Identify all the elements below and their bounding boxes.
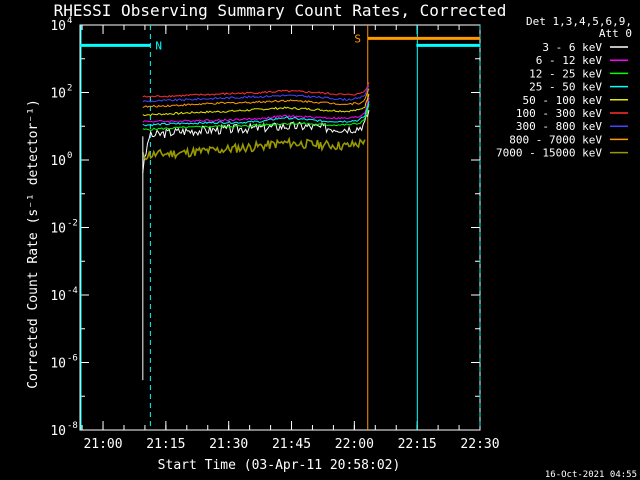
y-tick-label-1: 10 bbox=[50, 87, 66, 102]
legend-label-3: 25 - 50 keV bbox=[529, 81, 602, 94]
legend-label-5: 100 - 300 keV bbox=[516, 107, 602, 120]
series-6-line bbox=[142, 85, 370, 103]
y-tick-label-exp-1: 2 bbox=[67, 84, 72, 94]
x-tick-label-2: 21:30 bbox=[209, 437, 248, 452]
saa-label: S bbox=[354, 32, 361, 45]
x-tick-label-0: 21:00 bbox=[83, 437, 122, 452]
x-axis-label: Start Time (03-Apr-11 20:58:02) bbox=[158, 458, 401, 473]
series-5-line bbox=[142, 82, 370, 98]
y-tick-label-exp-4: -4 bbox=[67, 286, 78, 296]
legend-label-7: 800 - 7000 keV bbox=[509, 133, 602, 146]
legend-label-0: 3 - 6 keV bbox=[542, 41, 602, 54]
series-4-line bbox=[142, 93, 370, 117]
y-tick-label-0: 10 bbox=[50, 19, 66, 34]
y-tick-label-exp-2: 0 bbox=[67, 151, 72, 161]
series-3-line bbox=[142, 101, 370, 127]
x-tick-label-5: 22:15 bbox=[398, 437, 437, 452]
legend-header-line2: Att 0 bbox=[599, 27, 632, 40]
y-tick-label-exp-0: 4 bbox=[67, 16, 72, 26]
y-tick-label-5: 10 bbox=[50, 357, 66, 372]
legend-label-4: 50 - 100 keV bbox=[523, 94, 603, 107]
legend-label-2: 12 - 25 keV bbox=[529, 67, 602, 80]
y-tick-label-exp-5: -6 bbox=[67, 354, 78, 364]
y-tick-label-exp-6: -8 bbox=[67, 421, 78, 431]
series-7-line bbox=[142, 88, 370, 109]
series-0-line bbox=[142, 109, 370, 173]
legend-label-8: 7000 - 15000 keV bbox=[496, 147, 602, 160]
series-8-line bbox=[142, 136, 366, 161]
chart-title: RHESSI Observing Summary Count Rates, Co… bbox=[54, 1, 507, 20]
x-tick-label-3: 21:45 bbox=[272, 437, 311, 452]
series-1-line bbox=[142, 97, 370, 123]
y-tick-label-4: 10 bbox=[50, 289, 66, 304]
x-tick-label-4: 22:00 bbox=[335, 437, 374, 452]
y-axis-label: Corrected Count Rate (s⁻¹ detector⁻¹) bbox=[26, 99, 41, 389]
series-2-line bbox=[142, 104, 370, 131]
y-tick-label-6: 10 bbox=[50, 424, 66, 439]
y-tick-label-3: 10 bbox=[50, 222, 66, 237]
x-tick-label-1: 21:15 bbox=[146, 437, 185, 452]
legend-header-line1: Det 1,3,4,5,6,9, bbox=[526, 15, 632, 28]
y-tick-label-2: 10 bbox=[50, 154, 66, 169]
night-label: N bbox=[155, 39, 162, 52]
y-tick-label-exp-3: -2 bbox=[67, 219, 78, 229]
legend-label-6: 300 - 800 keV bbox=[516, 120, 602, 133]
x-tick-label-6: 22:30 bbox=[460, 437, 499, 452]
legend-label-1: 6 - 12 keV bbox=[536, 54, 603, 67]
generation-timestamp: 16-Oct-2021 04:55 bbox=[545, 470, 637, 480]
